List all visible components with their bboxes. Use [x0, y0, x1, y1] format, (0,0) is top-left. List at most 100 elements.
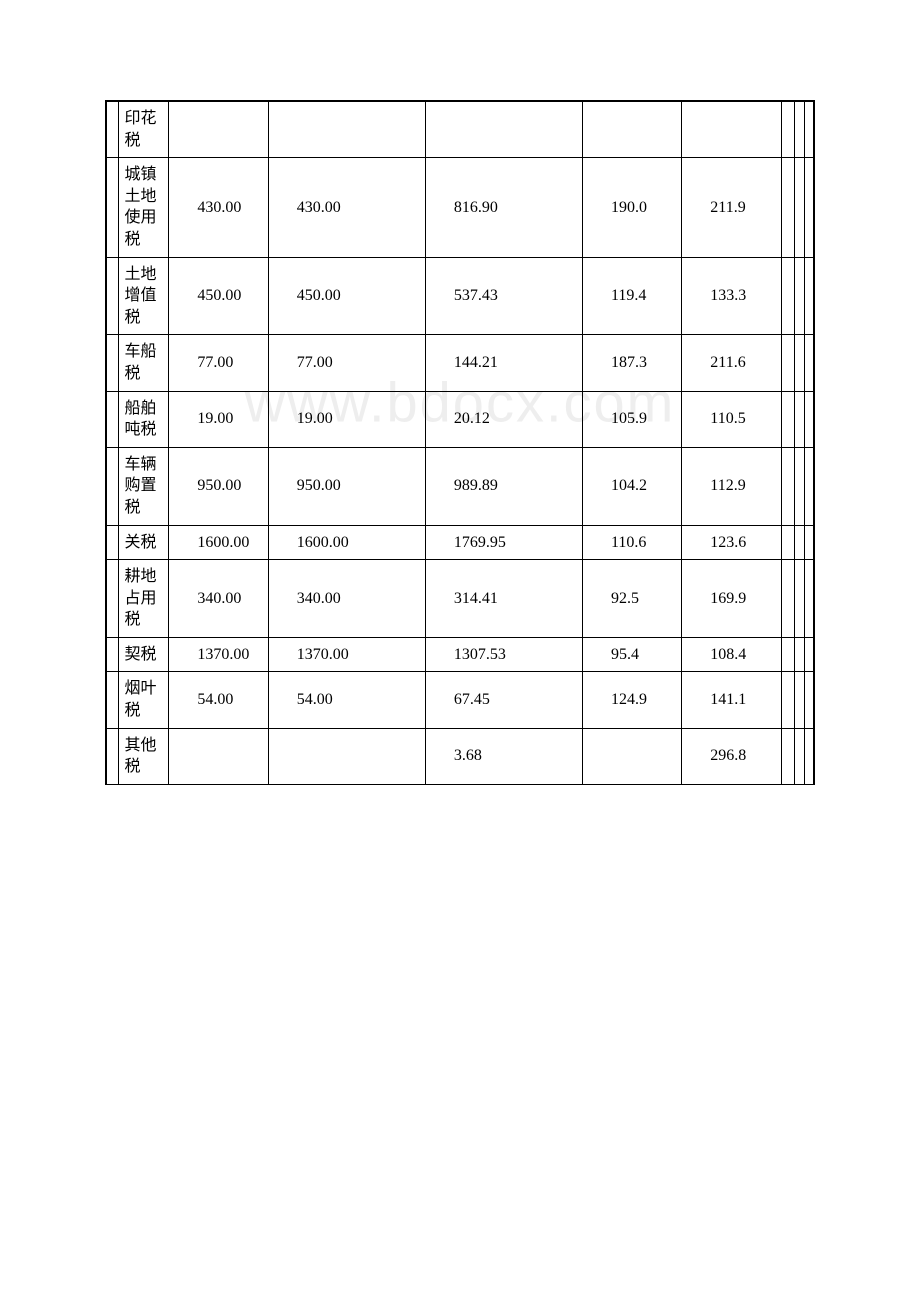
cell-c6: 108.4: [682, 637, 781, 672]
side-col: [795, 672, 804, 728]
cell-c2: 1370.00: [169, 637, 268, 672]
table-row: 其他税3.68296.8: [107, 728, 814, 784]
side-col: [781, 728, 795, 784]
side-col: [795, 447, 804, 525]
row-label: 车船税: [118, 335, 169, 391]
cell-c5: 110.6: [582, 525, 681, 560]
table-row: 印花税: [107, 102, 814, 158]
row-label: 烟叶税: [118, 672, 169, 728]
cell-c6: 133.3: [682, 257, 781, 335]
cell-c6: 296.8: [682, 728, 781, 784]
side-col: [804, 637, 813, 672]
side-col: [795, 728, 804, 784]
cell-c4: 3.68: [425, 728, 582, 784]
side-col: [107, 335, 119, 391]
table-row: 耕地占用税340.00340.00314.4192.5169.9: [107, 560, 814, 638]
side-col: [804, 728, 813, 784]
side-col: [804, 560, 813, 638]
side-col: [795, 391, 804, 447]
side-col: [804, 335, 813, 391]
cell-c5: 187.3: [582, 335, 681, 391]
side-col: [795, 335, 804, 391]
cell-c5: 190.0: [582, 158, 681, 257]
cell-c3: 450.00: [268, 257, 425, 335]
cell-c3: 950.00: [268, 447, 425, 525]
side-col: [804, 102, 813, 158]
cell-c2: 19.00: [169, 391, 268, 447]
cell-c3: 1600.00: [268, 525, 425, 560]
side-col: [804, 447, 813, 525]
cell-c3: 77.00: [268, 335, 425, 391]
cell-c6: 211.6: [682, 335, 781, 391]
cell-c5: 105.9: [582, 391, 681, 447]
table-row: 关税1600.001600.001769.95110.6123.6: [107, 525, 814, 560]
side-col: [795, 525, 804, 560]
side-col: [804, 525, 813, 560]
cell-c6: 141.1: [682, 672, 781, 728]
tax-table: 印花税城镇土地使用税430.00430.00816.90190.0211.9土地…: [106, 101, 814, 785]
side-col: [781, 637, 795, 672]
side-col: [781, 525, 795, 560]
row-label: 城镇土地使用税: [118, 158, 169, 257]
tax-table-container: 印花税城镇土地使用税430.00430.00816.90190.0211.9土地…: [105, 100, 815, 785]
table-body: 印花税城镇土地使用税430.00430.00816.90190.0211.9土地…: [107, 102, 814, 785]
cell-c4: 537.43: [425, 257, 582, 335]
side-col: [781, 102, 795, 158]
cell-c2: [169, 728, 268, 784]
cell-c3: 430.00: [268, 158, 425, 257]
side-col: [781, 391, 795, 447]
side-col: [804, 158, 813, 257]
cell-c2: 54.00: [169, 672, 268, 728]
cell-c6: 112.9: [682, 447, 781, 525]
side-col: [107, 391, 119, 447]
cell-c2: 1600.00: [169, 525, 268, 560]
cell-c4: 816.90: [425, 158, 582, 257]
side-col: [107, 728, 119, 784]
side-col: [107, 560, 119, 638]
cell-c2: 450.00: [169, 257, 268, 335]
side-col: [804, 391, 813, 447]
side-col: [781, 672, 795, 728]
row-label: 印花税: [118, 102, 169, 158]
side-col: [795, 158, 804, 257]
side-col: [107, 102, 119, 158]
cell-c6: 211.9: [682, 158, 781, 257]
cell-c4: 67.45: [425, 672, 582, 728]
cell-c5: 124.9: [582, 672, 681, 728]
cell-c4: 144.21: [425, 335, 582, 391]
cell-c5: 95.4: [582, 637, 681, 672]
table-row: 车辆购置税950.00950.00989.89104.2112.9: [107, 447, 814, 525]
side-col: [781, 335, 795, 391]
cell-c5: [582, 102, 681, 158]
cell-c2: 77.00: [169, 335, 268, 391]
cell-c4: 20.12: [425, 391, 582, 447]
side-col: [795, 637, 804, 672]
side-col: [795, 102, 804, 158]
side-col: [781, 447, 795, 525]
table-row: 城镇土地使用税430.00430.00816.90190.0211.9: [107, 158, 814, 257]
cell-c2: 950.00: [169, 447, 268, 525]
side-col: [781, 560, 795, 638]
row-label: 土地增值税: [118, 257, 169, 335]
cell-c5: 104.2: [582, 447, 681, 525]
cell-c6: 123.6: [682, 525, 781, 560]
row-label: 车辆购置税: [118, 447, 169, 525]
cell-c2: 340.00: [169, 560, 268, 638]
cell-c4: 989.89: [425, 447, 582, 525]
cell-c2: 430.00: [169, 158, 268, 257]
cell-c4: 1307.53: [425, 637, 582, 672]
side-col: [107, 672, 119, 728]
side-col: [795, 257, 804, 335]
side-col: [107, 447, 119, 525]
cell-c3: 1370.00: [268, 637, 425, 672]
side-col: [804, 672, 813, 728]
cell-c3: [268, 728, 425, 784]
row-label: 契税: [118, 637, 169, 672]
cell-c3: 340.00: [268, 560, 425, 638]
cell-c6: [682, 102, 781, 158]
side-col: [107, 158, 119, 257]
cell-c3: 19.00: [268, 391, 425, 447]
cell-c3: 54.00: [268, 672, 425, 728]
cell-c4: 1769.95: [425, 525, 582, 560]
cell-c4: 314.41: [425, 560, 582, 638]
